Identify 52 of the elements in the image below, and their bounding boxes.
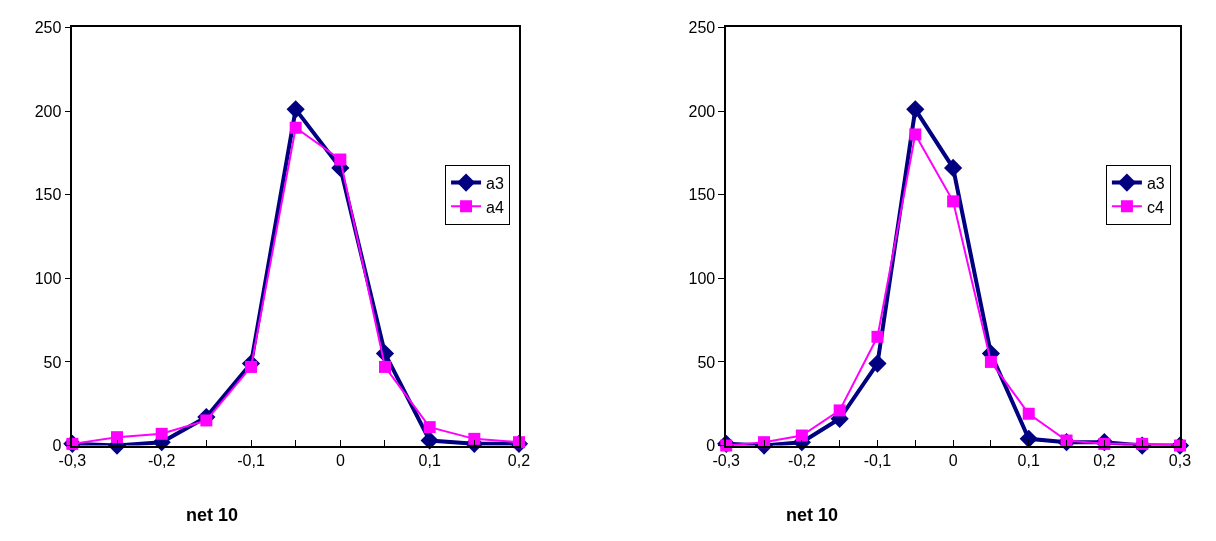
x-tick-label: -0,2 <box>147 452 176 470</box>
point <box>420 431 439 450</box>
legend-label: a3 <box>486 174 504 192</box>
point <box>286 100 305 119</box>
x-tick-label: 0,1 <box>1017 452 1040 470</box>
x-tick-label: -0,3 <box>58 452 87 470</box>
legend-label: a4 <box>486 198 504 216</box>
y-tick-label: 200 <box>34 102 62 120</box>
x-tick-label: 0,2 <box>507 452 531 470</box>
x-tick-label: -0,2 <box>788 452 816 470</box>
y-tick-label: 50 <box>43 353 62 371</box>
point <box>379 360 391 373</box>
y-tick-label: 250 <box>34 18 62 36</box>
x-tick-label: 0,3 <box>1168 452 1192 470</box>
legend-label: c4 <box>1146 198 1164 216</box>
point <box>423 421 436 434</box>
y-tick-label: 0 <box>706 437 716 455</box>
x-tick-label: -0,1 <box>863 452 892 470</box>
point <box>795 429 808 442</box>
x-tick-label: 0 <box>948 452 958 470</box>
point <box>947 195 960 208</box>
y-tick-label: 200 <box>688 102 716 120</box>
y-tick-label: 150 <box>688 186 716 204</box>
y-tick-label: 100 <box>688 269 716 287</box>
point <box>833 404 846 417</box>
point <box>111 431 124 444</box>
x-tick-label: -0,1 <box>237 452 265 470</box>
point <box>871 330 884 343</box>
point <box>909 128 922 141</box>
y-tick-label: 50 <box>697 353 716 371</box>
legend-label: a3 <box>1146 174 1165 192</box>
point <box>155 427 168 440</box>
x-tick-label: 0,2 <box>1093 452 1116 470</box>
x-tick-label: -0,3 <box>712 452 741 470</box>
x-axis-title: net 10 <box>786 505 839 525</box>
y-tick-label: 0 <box>52 437 62 455</box>
point <box>984 355 997 368</box>
x-tick-label: 0 <box>335 452 345 470</box>
point <box>289 121 302 134</box>
x-tick-label: 0,1 <box>418 452 441 470</box>
y-tick-label: 150 <box>34 186 62 204</box>
point <box>868 354 887 373</box>
point <box>245 360 258 373</box>
x-axis-title: net 10 <box>186 505 239 525</box>
point <box>1022 407 1035 420</box>
y-tick-label: 100 <box>34 269 62 287</box>
point <box>1019 429 1038 448</box>
point <box>468 432 481 445</box>
y-tick-label: 250 <box>688 18 716 36</box>
point <box>906 100 925 119</box>
point <box>334 153 347 166</box>
point <box>944 158 963 177</box>
